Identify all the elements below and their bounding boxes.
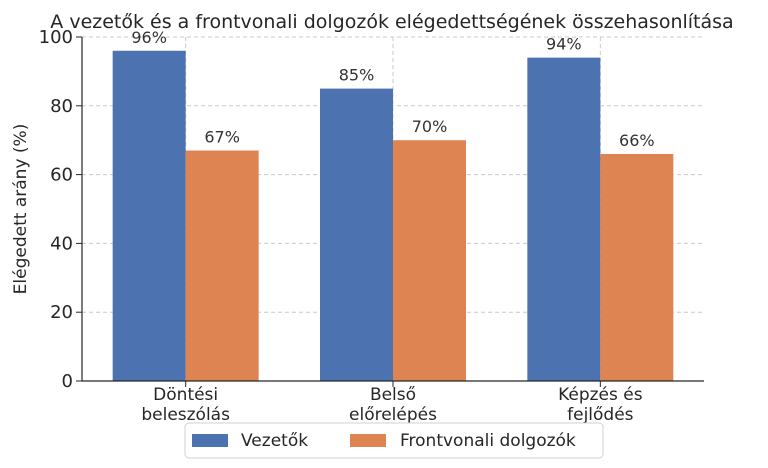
legend-box xyxy=(184,422,604,459)
legend: Vezetők Frontvonali dolgozók xyxy=(184,422,604,459)
bar xyxy=(320,88,393,381)
y-tick-label: 40 xyxy=(50,233,73,254)
data-label: 96% xyxy=(131,28,167,47)
y-ticks: 0 20 40 60 80 100 xyxy=(39,27,82,392)
bar xyxy=(112,50,186,381)
data-label: 85% xyxy=(339,66,375,85)
y-tick-label: 80 xyxy=(50,96,73,117)
y-axis-label: Elégedett arány (%) xyxy=(11,124,31,295)
bar xyxy=(393,140,466,381)
data-label: 67% xyxy=(204,128,240,147)
x-tick-label: beleszólás xyxy=(141,405,230,425)
x-tick-label: Belső xyxy=(370,385,416,405)
data-label: 66% xyxy=(619,131,655,150)
legend-label: Vezetők xyxy=(241,431,308,451)
y-tick-label: 60 xyxy=(50,165,73,186)
chart-title: A vezetők és a frontvonali dolgozók elég… xyxy=(50,11,733,33)
bars xyxy=(112,50,674,381)
data-label: 94% xyxy=(546,35,582,54)
x-tick-label: Képzés és xyxy=(558,385,643,405)
bar xyxy=(185,150,259,381)
bar xyxy=(527,57,601,381)
y-tick-label: 20 xyxy=(50,302,73,323)
bar xyxy=(600,153,674,381)
x-tick-label: fejlődés xyxy=(567,405,634,425)
x-tick-label: előrelépés xyxy=(349,405,437,425)
y-tick-label: 0 xyxy=(62,371,73,392)
legend-swatch xyxy=(192,434,228,447)
legend-label: Frontvonali dolgozók xyxy=(400,431,576,451)
legend-swatch xyxy=(350,434,386,447)
y-tick-label: 100 xyxy=(39,27,73,48)
data-label: 70% xyxy=(412,117,448,136)
x-tick-label: Döntési xyxy=(153,385,218,405)
data-labels: 96% 85% 94% 67% 70% 66% xyxy=(131,28,654,150)
